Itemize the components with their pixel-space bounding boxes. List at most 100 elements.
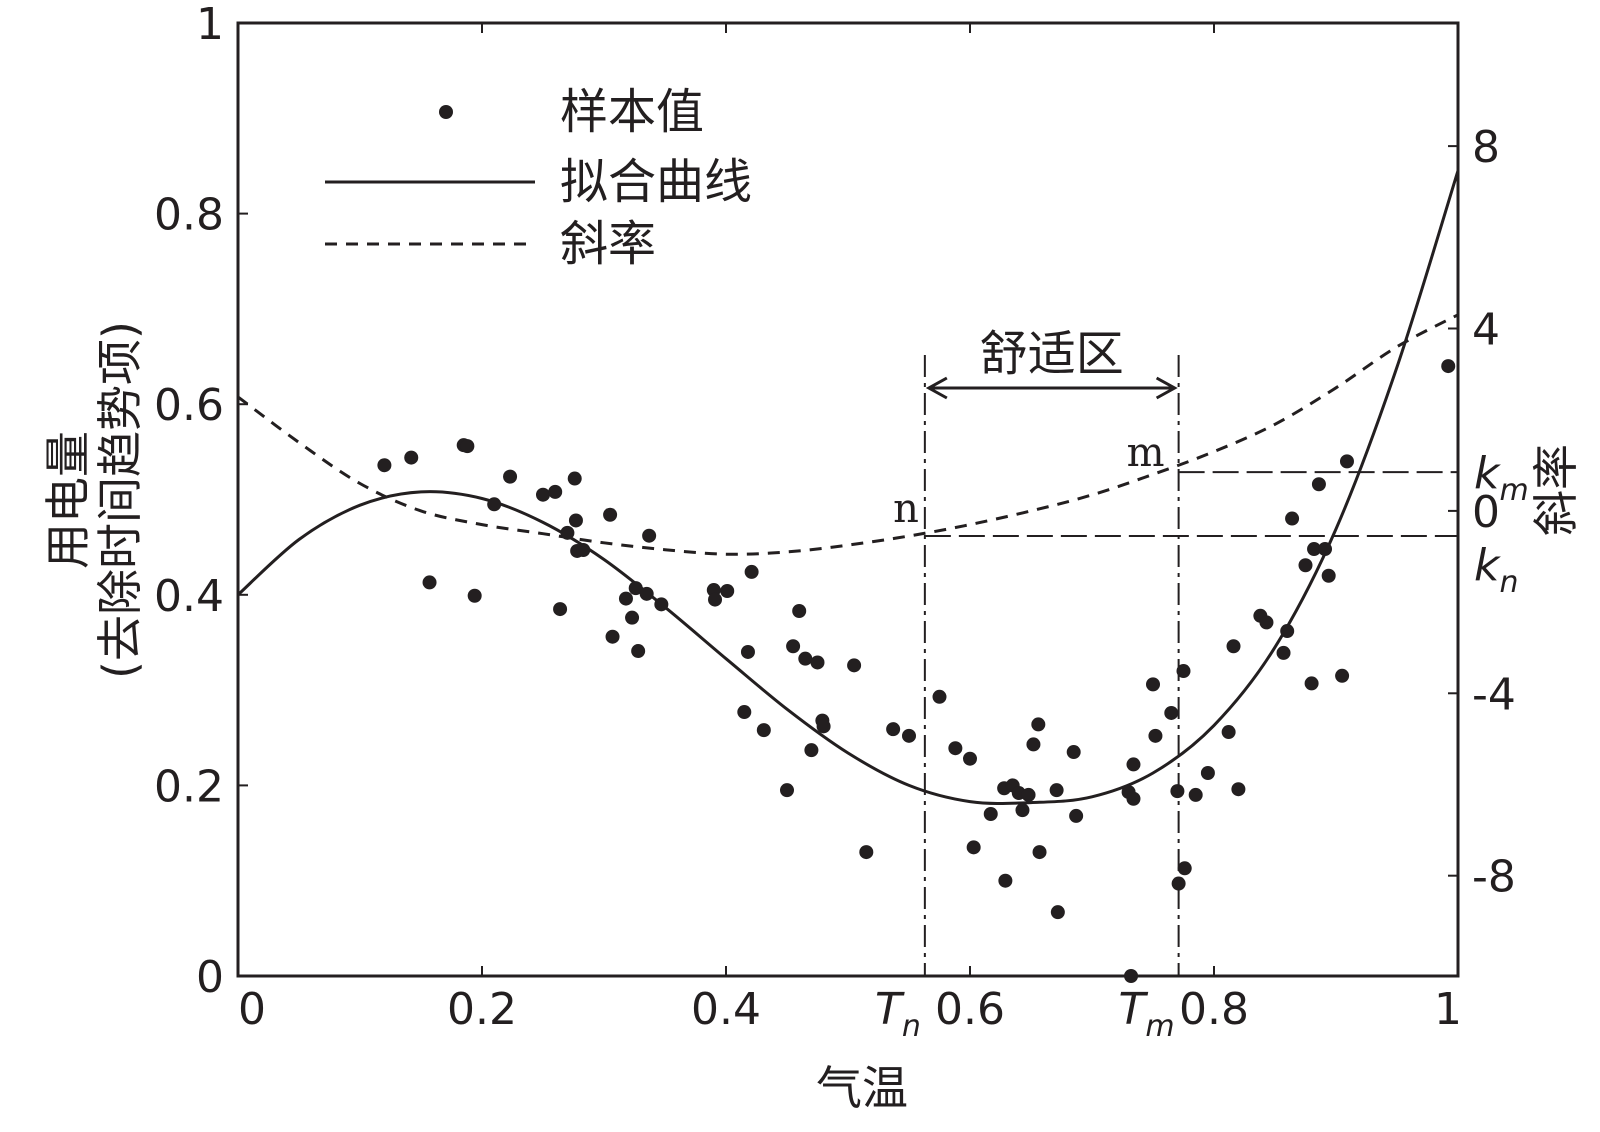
sample-point [1164, 705, 1179, 720]
sample-point [460, 439, 475, 454]
kn-label: kn [1474, 540, 1519, 600]
sample-point [792, 604, 807, 619]
sample-point [847, 658, 862, 673]
sample-point [639, 586, 654, 601]
sample-point [1171, 876, 1186, 891]
km-label: km [1474, 448, 1529, 508]
tn-label: Tn [875, 984, 921, 1044]
y2-tick-label: -8 [1472, 852, 1516, 903]
sample-point [786, 639, 801, 654]
sample-point [1069, 808, 1084, 823]
sample-point [1311, 477, 1326, 492]
sample-point [983, 806, 998, 821]
sample-point [963, 751, 977, 766]
sample-point [1321, 568, 1336, 583]
sample-point [487, 497, 502, 512]
sample-point [1066, 745, 1081, 760]
y-tick-label: 0 [196, 952, 224, 1003]
sample-point [1285, 511, 1300, 526]
x-axis-title: 气温 [816, 1061, 908, 1115]
y-axis-title-line1: 用电量 [41, 431, 95, 569]
y-tick-label: 0.6 [154, 380, 224, 431]
plot-frame [236, 21, 1460, 978]
sample-point [467, 588, 482, 603]
legend-label-samples: 样本值 [560, 84, 704, 140]
sample-point [1231, 782, 1246, 797]
x-tick-label: 1 [1434, 984, 1462, 1035]
sample-point [1280, 624, 1295, 639]
sample-point [503, 469, 518, 484]
sample-point [902, 728, 916, 743]
sample-point [548, 484, 563, 499]
sample-points [377, 359, 1456, 983]
sample-point [1148, 728, 1163, 743]
sample-point [1298, 558, 1313, 573]
sample-point [1170, 784, 1185, 799]
y-tick-label: 1 [196, 0, 224, 50]
sample-point [654, 597, 669, 612]
sample-point [720, 583, 735, 598]
legend-marker-samples [439, 105, 453, 119]
sample-point [567, 471, 582, 486]
sample-point [886, 722, 901, 737]
legend-label-slope: 斜率 [560, 216, 656, 272]
n-point-label: n [893, 486, 919, 532]
sample-point [576, 543, 591, 558]
sample-point [932, 689, 947, 704]
y-axis-title-line2: (去除时间趋势项) [93, 321, 147, 679]
sample-point [1015, 803, 1030, 818]
sample-point [1049, 783, 1064, 798]
y-tick-label: 0.8 [154, 190, 224, 241]
sample-point [1026, 737, 1041, 752]
sample-point [536, 487, 550, 502]
sample-point [377, 458, 392, 473]
y-tick-label: 0.4 [154, 571, 224, 622]
sample-point [744, 564, 759, 579]
sample-point [404, 450, 419, 465]
y2-axis-title: 斜率 [1529, 444, 1583, 536]
sample-point [605, 629, 620, 644]
y-tick-label: 0.2 [154, 761, 224, 812]
y2-tick-label: 8 [1472, 122, 1500, 173]
sample-point [1176, 664, 1191, 679]
m-point-label: m [1127, 430, 1165, 476]
x-tick-label: 0.6 [935, 984, 1005, 1035]
sample-point [756, 723, 771, 738]
sample-point [631, 644, 646, 659]
sample-point [998, 873, 1013, 888]
sample-point [1335, 668, 1350, 683]
y2-tick-label: 0 [1472, 487, 1500, 538]
arrow-head-right [1155, 376, 1178, 400]
fit-curve-line [236, 170, 1460, 805]
tm-label: Tm [1118, 984, 1174, 1044]
sample-point [1050, 905, 1065, 920]
x-tick-label: 0.4 [691, 984, 761, 1035]
sample-point [560, 525, 575, 540]
sample-point [618, 591, 633, 606]
sample-point [859, 845, 874, 860]
sample-point [708, 592, 723, 607]
sample-point [1188, 787, 1203, 802]
sample-point [625, 610, 640, 625]
x-tick-label: 0 [238, 984, 266, 1035]
arrow-head-left [925, 376, 948, 400]
y2-tick-label: -4 [1472, 669, 1516, 720]
sample-point [1126, 791, 1141, 806]
sample-point [1126, 757, 1141, 772]
sample-point [1200, 766, 1215, 781]
legend-label-fit: 拟合曲线 [560, 154, 752, 210]
sample-point [740, 644, 755, 659]
sample-point [816, 719, 831, 734]
sample-point [1318, 542, 1333, 557]
sample-point [1441, 359, 1456, 374]
sample-point [1307, 542, 1322, 557]
sample-point [553, 602, 568, 617]
x-tick-label: 0.2 [447, 984, 517, 1035]
sample-point [1021, 787, 1036, 802]
sample-point [1177, 861, 1192, 876]
y-axis-left: 0 0.2 0.4 0.6 0.8 1 [154, 0, 248, 1003]
sample-point [642, 528, 657, 543]
sample-point [948, 741, 963, 756]
sample-point [1339, 454, 1354, 469]
